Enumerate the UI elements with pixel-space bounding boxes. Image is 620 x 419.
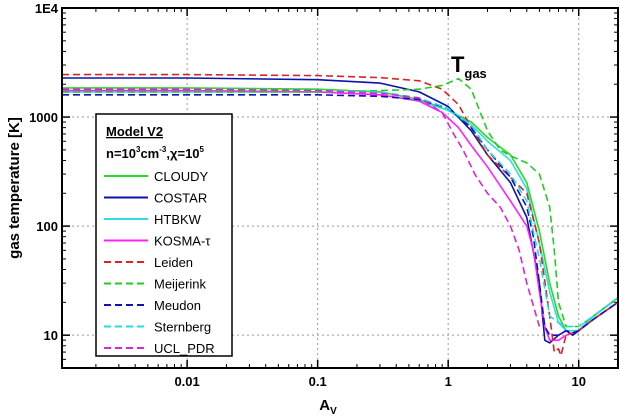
y-tick-label-1: 100: [36, 219, 58, 234]
legend-subtitle-part-3: -3: [159, 145, 167, 154]
series-line-ucl-pdr: [62, 88, 541, 327]
y-axis-label: gas temperature [K]: [6, 117, 23, 259]
legend-subtitle: n=103cm-3,χ=105: [106, 145, 205, 161]
legend-label-1: COSTAR: [154, 191, 207, 206]
series-line-meudon: [62, 94, 619, 337]
y-tick-label-0: 10: [44, 328, 58, 343]
legend-box: [95, 113, 233, 357]
series-line-sternberg: [62, 88, 619, 328]
legend-subtitle-part-0: n=10: [106, 146, 136, 161]
legend-label-7: Sternberg: [154, 320, 211, 335]
legend-label-5: Meijerink: [154, 277, 207, 292]
legend-subtitle-part-1: 3: [136, 145, 141, 154]
y-tick-label-3: 1E4: [35, 1, 59, 16]
legend-subtitle-part-2: cm: [140, 146, 159, 161]
tick-labels: 0.01 0.1 1 10 10 100 1000 1E4: [29, 1, 586, 389]
series-line-leiden: [62, 73, 619, 357]
x-tick-label-0: 0.01: [174, 374, 199, 389]
legend-label-0: CLOUDY: [154, 169, 209, 184]
x-tick-label-2: 1: [445, 374, 452, 389]
tgas-annotation-main: T: [451, 52, 465, 77]
legend: Model V2 n=103cm-3,χ=105 CLOUDY COSTAR HTB…: [95, 113, 233, 357]
y-tick-label-2: 1000: [29, 110, 58, 125]
ticks: [62, 7, 619, 369]
series-line-kosma-: [62, 89, 619, 342]
legend-label-3: KOSMA-τ: [154, 234, 211, 249]
legend-label-2: HTBKW: [154, 212, 202, 227]
legend-entries: CLOUDY COSTAR HTBKW KOSMA-τ Leiden Meijerink M…: [104, 169, 215, 356]
series-line-meijerink: [62, 77, 619, 328]
x-axis-label-main: A: [319, 397, 330, 414]
x-tick-label-3: 10: [571, 374, 585, 389]
legend-title: Model V2: [106, 124, 163, 139]
plot-frame: [61, 7, 619, 369]
legend-subtitle-part-4: ,χ=10: [166, 146, 199, 161]
x-tick-label-1: 0.1: [309, 374, 327, 389]
legend-subtitle-part-5: 5: [200, 145, 205, 154]
series-line-costar: [62, 77, 619, 344]
legend-label-4: Leiden: [154, 255, 193, 270]
x-axis-label: AV: [319, 397, 337, 417]
tgas-annotation-sub: gas: [464, 66, 486, 81]
legend-label-6: Meudon: [154, 298, 201, 313]
x-axis-label-sub: V: [330, 406, 337, 417]
legend-label-8: UCL_PDR: [154, 341, 215, 356]
tgas-annotation: Tgas: [451, 52, 487, 81]
series-lines: [62, 73, 619, 357]
